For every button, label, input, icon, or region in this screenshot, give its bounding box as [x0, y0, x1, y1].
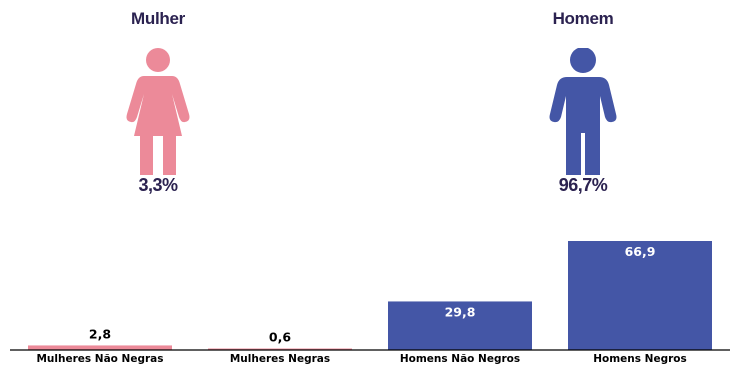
- male-percent: 96,7%: [558, 175, 608, 195]
- male-title: Homem: [552, 9, 614, 28]
- bar-0: [28, 345, 172, 350]
- bar-1: [208, 348, 352, 350]
- category-label-1: Mulheres Negras: [230, 353, 330, 365]
- value-label-1: 0,6: [269, 330, 291, 345]
- bar-2: [388, 301, 532, 350]
- female-title: Mulher: [131, 9, 185, 28]
- male-person-icon: [549, 48, 617, 175]
- value-label-0: 2,8: [89, 326, 111, 341]
- female-person-icon: [126, 48, 190, 175]
- category-label-2: Homens Não Negros: [400, 353, 520, 365]
- bar-3: [568, 241, 712, 350]
- value-label-3: 66,9: [625, 244, 656, 259]
- category-label-3: Homens Negros: [593, 353, 687, 365]
- female-percent: 3,3%: [138, 175, 178, 195]
- value-label-2: 29,8: [445, 304, 476, 319]
- category-label-0: Mulheres Não Negras: [36, 353, 163, 365]
